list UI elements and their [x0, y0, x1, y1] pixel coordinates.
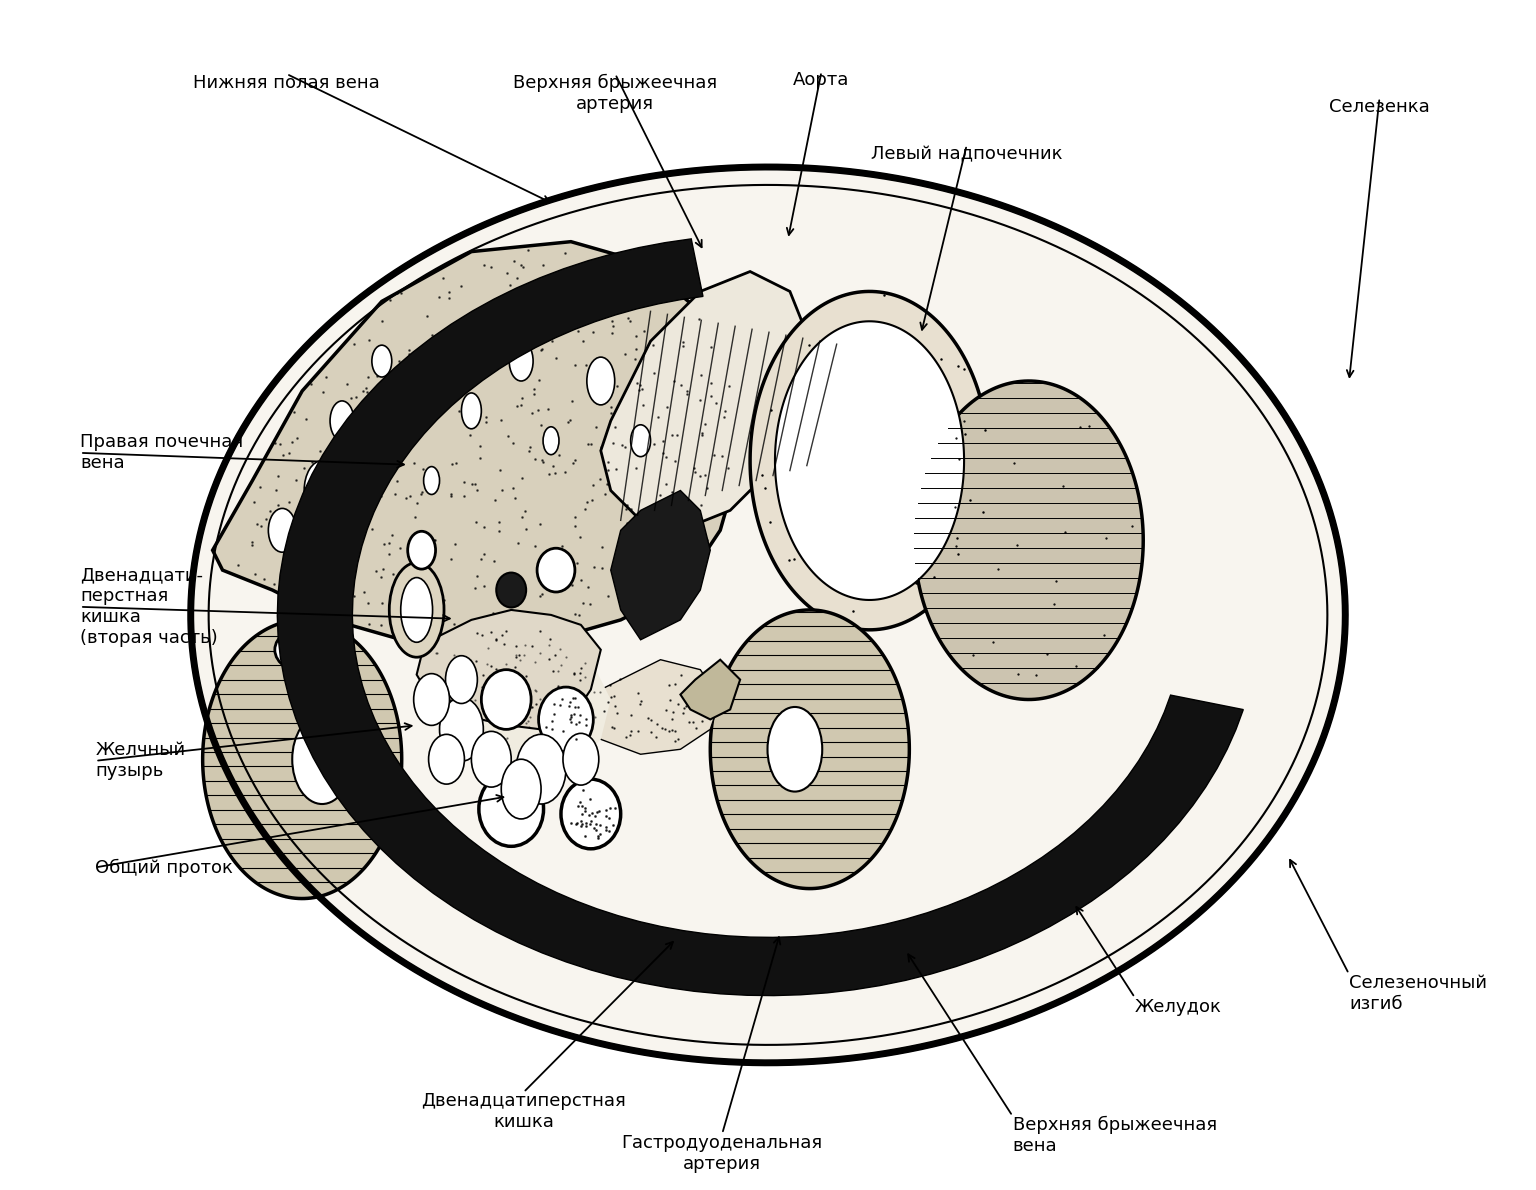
Polygon shape: [421, 630, 611, 779]
Ellipse shape: [330, 401, 353, 440]
Text: Селезеночный
изгиб: Селезеночный изгиб: [1349, 975, 1487, 1013]
Ellipse shape: [424, 466, 439, 495]
Polygon shape: [212, 242, 740, 650]
Polygon shape: [581, 659, 720, 754]
Ellipse shape: [472, 732, 511, 787]
Ellipse shape: [429, 734, 464, 784]
Polygon shape: [278, 239, 1243, 996]
Ellipse shape: [479, 771, 544, 846]
Ellipse shape: [544, 427, 559, 455]
Ellipse shape: [292, 714, 352, 804]
Ellipse shape: [481, 670, 531, 729]
Text: Селезенка: Селезенка: [1329, 98, 1430, 115]
Text: Нижняя полая вена: Нижняя полая вена: [194, 74, 379, 92]
Polygon shape: [776, 321, 965, 600]
Ellipse shape: [501, 759, 541, 819]
Text: Правая почечная
вена: Правая почечная вена: [80, 433, 243, 472]
Ellipse shape: [372, 345, 392, 377]
Text: Желудок: Желудок: [1135, 997, 1221, 1016]
Text: Аорта: Аорта: [793, 71, 849, 89]
Polygon shape: [680, 659, 740, 720]
Polygon shape: [203, 620, 402, 898]
Ellipse shape: [389, 563, 444, 657]
Ellipse shape: [275, 625, 350, 675]
Polygon shape: [750, 292, 989, 630]
Ellipse shape: [269, 508, 296, 552]
Polygon shape: [710, 610, 909, 889]
Ellipse shape: [516, 734, 565, 804]
Ellipse shape: [631, 425, 651, 457]
Ellipse shape: [461, 393, 481, 428]
Ellipse shape: [304, 461, 339, 520]
Ellipse shape: [407, 531, 436, 569]
Ellipse shape: [587, 357, 614, 405]
Ellipse shape: [538, 549, 574, 591]
Text: Верхняя брыжеечная
вена: Верхняя брыжеечная вена: [1012, 1116, 1217, 1155]
Ellipse shape: [539, 687, 593, 752]
Polygon shape: [190, 167, 1346, 1063]
Ellipse shape: [445, 656, 478, 703]
Polygon shape: [416, 610, 601, 729]
Text: Левый надпочечник: Левый надпочечник: [871, 145, 1063, 163]
Text: Верхняя брыжеечная
артерия: Верхняя брыжеечная артерия: [513, 74, 717, 113]
Ellipse shape: [413, 674, 450, 726]
Ellipse shape: [496, 572, 527, 607]
Polygon shape: [611, 490, 710, 640]
Ellipse shape: [439, 697, 484, 762]
Text: Двенадцатиперстная
кишка: Двенадцатиперстная кишка: [421, 1092, 625, 1132]
Ellipse shape: [561, 779, 621, 848]
Ellipse shape: [768, 707, 822, 791]
Polygon shape: [914, 381, 1143, 700]
Ellipse shape: [564, 733, 599, 785]
Polygon shape: [601, 271, 809, 531]
Text: Желчный
пузырь: Желчный пузырь: [95, 741, 186, 781]
Text: Двенадцати-
перстная
кишка
(вторая часть): Двенадцати- перстная кишка (вторая часть…: [80, 566, 218, 647]
Ellipse shape: [510, 342, 533, 381]
Ellipse shape: [401, 577, 433, 643]
Text: Гастродуоденальная
артерия: Гастродуоденальная артерия: [622, 1134, 823, 1172]
Text: Общий проток: Общий проток: [95, 858, 233, 877]
